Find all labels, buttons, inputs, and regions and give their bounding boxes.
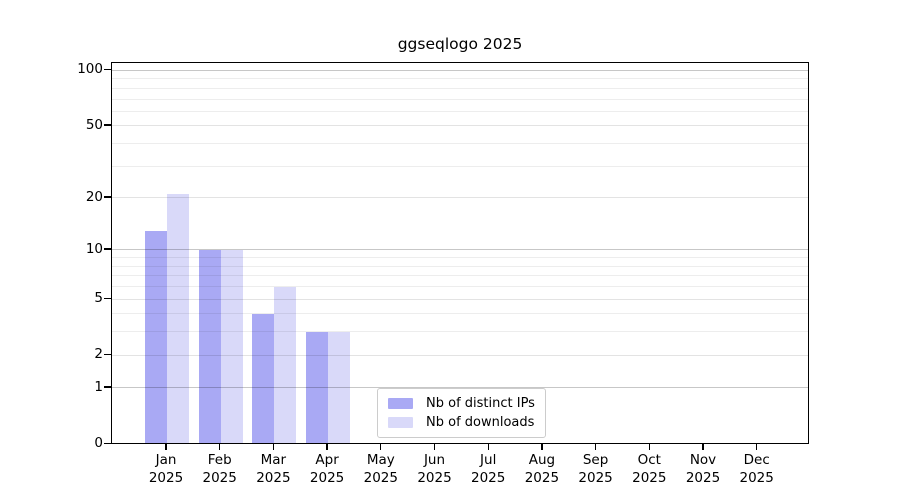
y-tick-mark-10 xyxy=(104,248,111,250)
y-tick-label-2: 2 xyxy=(94,346,103,363)
y-tick-mark-100 xyxy=(104,68,111,71)
x-tick-label-sep: Sep 2025 xyxy=(566,452,626,487)
x-tick-mark-dec xyxy=(756,444,758,450)
legend-entry-distinct-ips: Nb of distinct IPs xyxy=(388,396,535,411)
legend-entry-downloads: Nb of downloads xyxy=(388,415,535,430)
y-tick-label-50: 50 xyxy=(85,116,103,133)
x-tick-mark-may xyxy=(380,444,382,450)
y-tick-label-1: 1 xyxy=(94,378,103,395)
gridline-y-20 xyxy=(112,197,808,199)
x-tick-label-year: 2025 xyxy=(309,469,345,486)
x-tick-mark-feb xyxy=(219,444,221,450)
x-tick-label-apr: Apr 2025 xyxy=(297,452,357,487)
y-tick-mark-5 xyxy=(104,297,111,299)
bar-distinct-ips-mar xyxy=(252,314,275,443)
chart-title: ggseqlogo 2025 xyxy=(397,35,523,53)
gridline-y-100 xyxy=(112,69,808,71)
bar-downloads-feb xyxy=(220,250,243,443)
legend-swatch-downloads xyxy=(388,417,413,428)
x-tick-label-year: 2025 xyxy=(578,469,613,486)
x-tick-label-year: 2025 xyxy=(148,469,184,486)
gridline-y-90 xyxy=(112,78,808,80)
bar-downloads-mar xyxy=(274,286,297,443)
gridline-y-30 xyxy=(112,165,808,167)
y-tick-mark-20 xyxy=(104,196,111,198)
gridline-y-40 xyxy=(112,142,808,144)
x-tick-mark-jul xyxy=(487,444,489,450)
legend: Nb of distinct IPs Nb of downloads xyxy=(377,388,546,438)
legend-swatch-distinct-ips xyxy=(388,398,413,409)
y-tick-label-5: 5 xyxy=(94,289,103,306)
x-tick-label-aug: Aug 2025 xyxy=(512,452,572,487)
bar-distinct-ips-apr xyxy=(306,332,329,443)
x-tick-label-may: May 2025 xyxy=(351,452,411,487)
x-tick-label-feb: Feb 2025 xyxy=(190,452,250,487)
x-tick-label-jun: Jun 2025 xyxy=(405,452,465,487)
legend-label-distinct-ips: Nb of distinct IPs xyxy=(426,396,535,411)
x-tick-mark-aug xyxy=(541,444,543,450)
gridline-y-9 xyxy=(112,257,808,259)
gridline-y-6 xyxy=(112,286,808,288)
x-tick-label-year: 2025 xyxy=(363,469,398,486)
x-tick-mark-nov xyxy=(702,444,704,450)
gridline-y-10 xyxy=(112,249,808,251)
x-tick-label-jan: Jan 2025 xyxy=(136,452,196,487)
x-tick-mark-apr xyxy=(326,444,328,450)
y-tick-mark-1 xyxy=(104,386,111,388)
gridline-y-3 xyxy=(112,331,808,333)
gridline-y-2 xyxy=(112,354,808,356)
gridline-y-50 xyxy=(112,125,808,127)
x-tick-label-nov: Nov 2025 xyxy=(673,452,733,487)
gridline-y-5 xyxy=(112,298,808,300)
x-tick-label-year: 2025 xyxy=(256,469,291,486)
gridline-y-7 xyxy=(112,275,808,277)
x-tick-label-year: 2025 xyxy=(632,469,667,486)
x-tick-label-year: 2025 xyxy=(417,469,452,486)
y-tick-mark-2 xyxy=(104,353,111,356)
x-tick-label-year: 2025 xyxy=(202,469,237,486)
legend-label-downloads: Nb of downloads xyxy=(426,415,535,430)
x-tick-mark-jun xyxy=(433,444,436,450)
x-tick-label-year: 2025 xyxy=(685,469,721,486)
y-tick-mark-0 xyxy=(104,442,111,444)
x-tick-mark-sep xyxy=(594,444,597,450)
y-tick-label-100: 100 xyxy=(77,61,103,78)
plot-area xyxy=(111,62,809,444)
bar-distinct-ips-feb xyxy=(198,250,221,443)
gridline-y-8 xyxy=(112,265,808,267)
y-tick-label-0: 0 xyxy=(94,435,103,451)
y-tick-mark-50 xyxy=(104,124,111,126)
gridline-y-1 xyxy=(112,387,808,389)
gridline-y-70 xyxy=(112,98,808,100)
y-tick-label-20: 20 xyxy=(85,188,103,205)
x-tick-label-year: 2025 xyxy=(739,469,774,486)
x-tick-label-year: 2025 xyxy=(524,469,560,486)
x-tick-mark-jan xyxy=(165,444,167,450)
gridline-y-4 xyxy=(112,313,808,315)
x-tick-label-year: 2025 xyxy=(471,469,506,486)
bar-downloads-jan xyxy=(167,194,189,443)
bar-distinct-ips-jan xyxy=(145,230,167,443)
x-tick-label-dec: Dec 2025 xyxy=(727,452,787,487)
x-tick-label-mar: Mar 2025 xyxy=(243,452,303,487)
x-tick-label-oct: Oct 2025 xyxy=(619,452,679,487)
y-tick-label-10: 10 xyxy=(85,240,103,257)
x-tick-label-jul: Jul 2025 xyxy=(458,452,518,487)
x-tick-mark-mar xyxy=(272,444,275,450)
x-tick-mark-oct xyxy=(648,444,650,450)
gridline-y-60 xyxy=(112,110,808,112)
gridline-y-80 xyxy=(112,87,808,89)
bar-downloads-apr xyxy=(328,332,351,443)
